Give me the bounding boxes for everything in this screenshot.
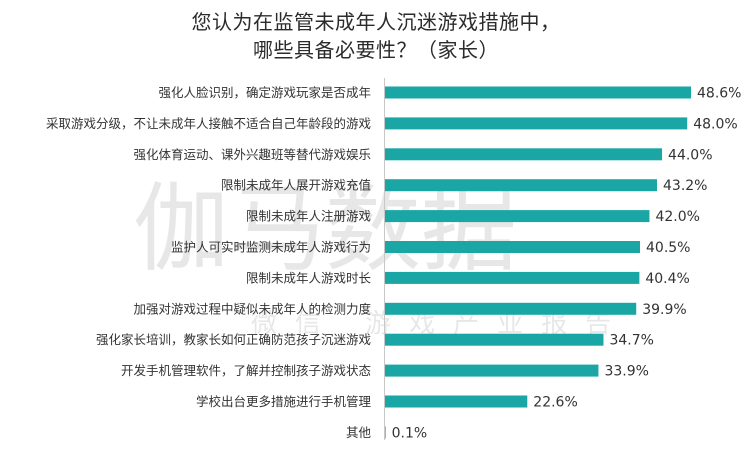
category-label: 其他 — [346, 425, 372, 440]
value-label: 42.0% — [655, 209, 699, 225]
value-label: 39.9% — [642, 302, 686, 318]
category-label: 采取游戏分级，不让未成年人接触不适合自己年龄段的游戏 — [46, 116, 371, 131]
chart-title-line-2: 哪些具备必要性？（家长） — [253, 38, 499, 62]
value-label: 40.4% — [645, 271, 689, 287]
category-label: 强化家长培训，教家长如何正确防范孩子沉迷游戏 — [96, 332, 371, 347]
category-label: 开发手机管理软件，了解并控制孩子游戏状态 — [121, 363, 371, 378]
category-label: 限制未成年人注册游戏 — [246, 209, 371, 224]
value-label: 48.0% — [693, 116, 737, 132]
category-label: 限制未成年人游戏时长 — [246, 270, 372, 285]
bar — [385, 271, 640, 284]
bar — [385, 148, 663, 161]
category-label: 限制未成年人展开游戏充值 — [221, 178, 371, 193]
bars-layer: 强化人脸识别，确定游戏玩家是否成年 48.6% 采取游戏分级，不让未成年人接触不适合… — [46, 85, 742, 441]
bar — [385, 179, 657, 192]
bar — [385, 333, 604, 346]
bar — [385, 395, 528, 408]
category-label: 加强对游戏过程中疑似未成年人的检测力度 — [133, 301, 371, 316]
bar — [385, 364, 599, 377]
bar — [385, 302, 637, 315]
value-label: 48.6% — [697, 86, 741, 102]
category-label: 监护人可实时监测未成年人游戏行为 — [171, 240, 371, 255]
bar — [385, 86, 691, 99]
value-label: 44.0% — [668, 147, 712, 163]
value-label: 34.7% — [609, 333, 653, 349]
chart-title-line-1: 您认为在监管未成年人沉迷游戏措施中， — [191, 10, 561, 34]
bar — [385, 426, 386, 439]
watermark-main: 伽马数据 — [133, 173, 517, 285]
value-label: 0.1% — [392, 425, 428, 441]
bar — [385, 241, 640, 253]
category-label: 强化体育运动、课外兴趣班等替代游戏娱乐 — [133, 147, 371, 162]
value-label: 43.2% — [663, 178, 707, 194]
bar — [385, 210, 650, 223]
category-label: 强化人脸识别，确定游戏玩家是否成年 — [158, 85, 371, 100]
bar — [385, 117, 688, 130]
value-label: 40.5% — [646, 240, 690, 256]
category-label: 学校出台更多措施进行手机管理 — [196, 394, 372, 409]
value-label: 33.9% — [604, 364, 648, 380]
value-label: 22.6% — [533, 395, 577, 411]
